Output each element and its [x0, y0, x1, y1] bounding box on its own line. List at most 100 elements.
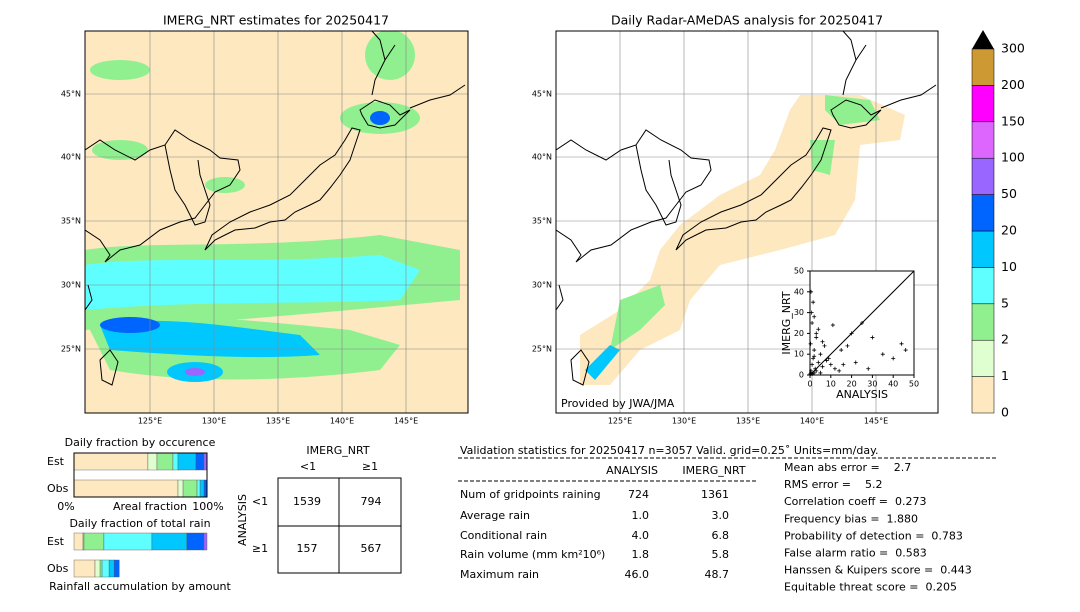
- contingency-table: IMERG_NRT <1 ≥1 ANALYSIS <1 ≥1 1539 794 …: [236, 444, 402, 574]
- point: [826, 356, 831, 361]
- y-tick-label: 50: [794, 267, 804, 276]
- fraction-segment: [156, 452, 174, 471]
- point: [809, 289, 814, 294]
- fraction-segment: [196, 479, 201, 498]
- axis-label: 0%: [57, 500, 74, 513]
- colorbar-label: 100: [1001, 150, 1025, 165]
- stat-value: 46.0: [625, 568, 650, 581]
- point: [812, 354, 817, 359]
- stat-value: 1361: [701, 488, 729, 501]
- colorbar-label: 1: [1001, 368, 1009, 383]
- point: [880, 352, 885, 357]
- x-tick-label: 30: [867, 380, 877, 389]
- cell: 794: [361, 495, 382, 508]
- lat-label: 35°N: [61, 217, 81, 226]
- colorbar-segment: [971, 157, 995, 195]
- colorbar-label: 2: [1001, 332, 1009, 347]
- column-header: IMERG_NRT: [682, 464, 745, 477]
- lat-label: 30°N: [532, 281, 552, 290]
- fraction-segment: [203, 532, 208, 551]
- fraction-segment: [151, 532, 188, 551]
- point: [809, 310, 814, 315]
- rain-cell: [185, 368, 205, 376]
- point: [813, 366, 818, 371]
- point: [810, 362, 815, 367]
- fraction-segment: [83, 532, 105, 551]
- point: [841, 362, 846, 367]
- y-tick-label: 20: [794, 329, 804, 338]
- cell: 157: [297, 542, 318, 555]
- point: [832, 366, 837, 371]
- point: [866, 366, 871, 371]
- footer: Rainfall accumulation by amount: [49, 580, 231, 593]
- point: [808, 371, 813, 376]
- fraction-segment: [177, 452, 197, 471]
- x-tick-label: 0: [807, 380, 812, 389]
- lon-label: 135°E: [266, 417, 290, 426]
- column-header: ANALYSIS: [606, 464, 658, 477]
- colorbar-label: 200: [1001, 77, 1025, 92]
- point: [845, 343, 850, 348]
- point: [849, 331, 854, 336]
- lon-label: 130°E: [202, 417, 226, 426]
- rain-cell: [370, 111, 390, 125]
- point: [870, 335, 875, 340]
- point: [839, 348, 844, 353]
- colorbar-segment: [971, 339, 995, 377]
- map-frame: [555, 30, 939, 414]
- point: [860, 321, 864, 325]
- cell: 1539: [293, 495, 321, 508]
- score: Equitable threat score = 0.205: [784, 581, 957, 594]
- statistics: Validation statistics for 20250417 n=305…: [458, 444, 996, 594]
- score: Mean abs error = 2.7: [784, 461, 911, 474]
- colorbar-label: 5: [1001, 295, 1009, 310]
- rain-area: [610, 285, 665, 350]
- stat-label: Maximum rain: [460, 568, 539, 581]
- stat-value: 48.7: [705, 568, 730, 581]
- point: [811, 300, 816, 305]
- x-tick-label: 40: [888, 380, 898, 389]
- x-tick-label: 10: [826, 380, 836, 389]
- point: [810, 321, 815, 325]
- colorbar-segment: [971, 376, 995, 414]
- fraction-segment: [73, 452, 149, 471]
- credit: Provided by JWA/JMA: [561, 397, 675, 410]
- colorbar-label: 10: [1001, 259, 1017, 274]
- colorbar-label: 50: [1001, 186, 1017, 201]
- fraction-segment: [108, 559, 115, 578]
- stat-label: Rain volume (mm km²10⁶): [460, 548, 605, 561]
- colorbar-segment: [971, 194, 995, 232]
- colorbar-label: 20: [1001, 223, 1017, 238]
- stat-label: Num of gridpoints raining: [460, 488, 601, 501]
- col-label: <1: [300, 460, 316, 473]
- stat-value: 3.0: [712, 509, 730, 522]
- lat-label: 25°N: [61, 345, 81, 354]
- lon-label: 140°E: [800, 417, 824, 426]
- fraction-segment: [103, 532, 153, 551]
- map-title: IMERG_NRT estimates for 20250417: [163, 13, 389, 28]
- fraction-segment: [172, 452, 179, 471]
- y-tick-label: 40: [794, 287, 804, 296]
- axis-label: Areal fraction: [113, 500, 187, 513]
- bar-frame: [73, 452, 208, 498]
- colorbar-segment: [971, 303, 995, 341]
- score: RMS error = 5.2: [784, 478, 882, 491]
- lat-label: 35°N: [532, 217, 552, 226]
- colorbar-segment: [971, 48, 995, 86]
- lat-label: 40°N: [532, 153, 552, 162]
- colorbar-label: 300: [1001, 41, 1025, 56]
- point: [853, 360, 858, 365]
- panel-title: Daily fraction by occurence: [65, 436, 216, 449]
- rain-cell: [365, 31, 415, 80]
- fraction-segment: [113, 559, 120, 578]
- stat-label: Conditional rain: [460, 529, 547, 542]
- stat-value: 4.0: [632, 529, 650, 542]
- right-map: Daily Radar-AMeDAS analysis for 20250417…: [555, 13, 939, 414]
- map-frame: [84, 30, 469, 414]
- fraction-segment: [147, 452, 158, 471]
- point: [820, 339, 825, 344]
- lat-label: 45°N: [532, 90, 552, 99]
- map-title: Daily Radar-AMeDAS analysis for 20250417: [611, 13, 883, 28]
- colorbar-extend: [972, 30, 994, 49]
- point: [828, 362, 833, 367]
